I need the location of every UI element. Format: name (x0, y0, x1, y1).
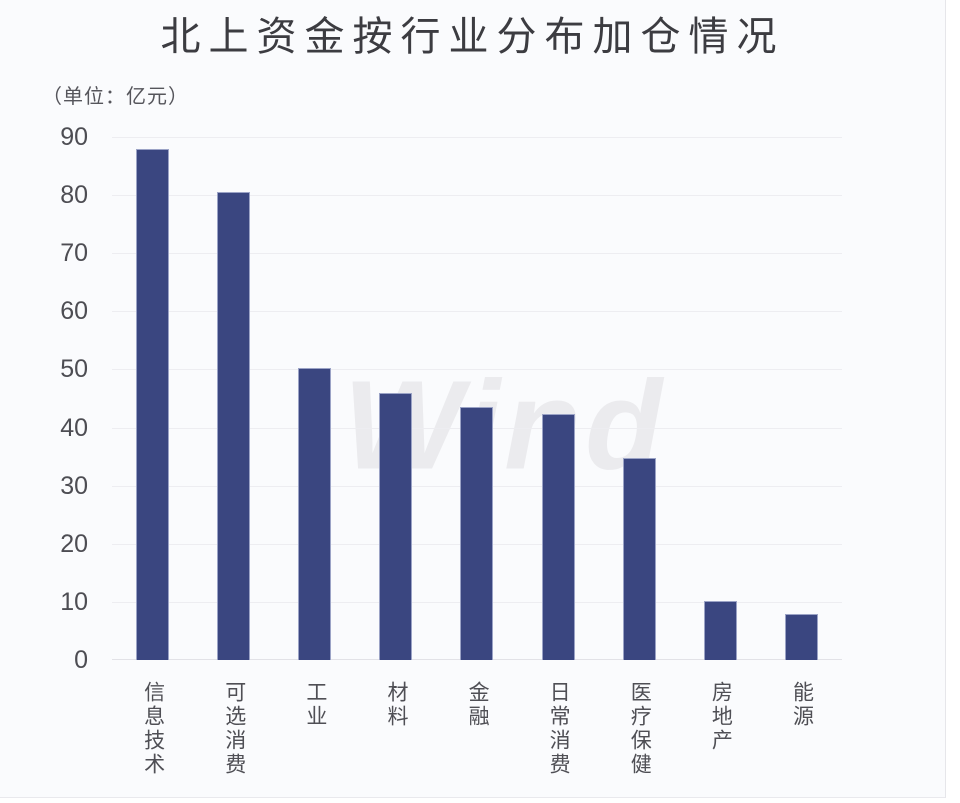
x-axis-category-label: 工业 (303, 681, 327, 729)
bar-日常消费[interactable] (541, 413, 575, 660)
x-axis-category-label: 房地产 (709, 681, 733, 753)
y-axis-tick-label: 90 (60, 123, 88, 151)
bar-slot (193, 137, 274, 660)
bar-金融[interactable] (460, 407, 494, 660)
bar-材料[interactable] (379, 392, 413, 660)
x-label-slot: 日常消费 (518, 681, 599, 777)
bar-医疗保健[interactable] (622, 458, 656, 660)
plot-area: Wind (112, 137, 842, 660)
bar-slot (436, 137, 517, 660)
x-axis: 信息技术 可选消费 工业 材料 金融 日常消费 医疗保健 房地产 能源 (112, 681, 842, 777)
bar-slot (355, 137, 436, 660)
x-label-slot: 可选消费 (193, 681, 274, 777)
bar-slot (599, 137, 680, 660)
gridline (112, 311, 842, 313)
x-axis-category-label: 能源 (790, 681, 814, 729)
bar-slot (274, 137, 355, 660)
y-axis-tick-label: 10 (60, 587, 88, 616)
bar-工业[interactable] (298, 367, 332, 660)
chart-panel: 北上资金按行业分布加仓情况 （单位：亿元） 0 10 20 30 40 50 60 70 80 9… (0, 0, 946, 798)
x-axis-category-label: 金融 (466, 681, 490, 729)
gridline (112, 137, 842, 138)
y-axis-tick-label: 0 (74, 646, 88, 674)
x-label-slot: 信息技术 (112, 681, 193, 777)
gridline (112, 195, 842, 197)
x-label-slot: 金融 (436, 681, 517, 777)
y-axis: 0 10 20 30 40 50 60 70 80 90 (0, 124, 88, 673)
y-axis-tick-label: 50 (60, 355, 88, 384)
bar-slot (518, 137, 599, 660)
x-axis-category-label: 可选消费 (222, 681, 246, 777)
unit-label: （单位：亿元） (42, 86, 189, 108)
x-label-slot: 房地产 (680, 681, 761, 777)
x-label-slot: 能源 (761, 681, 842, 777)
x-axis-category-label: 医疗保健 (628, 681, 652, 777)
gridline (112, 369, 842, 371)
y-axis-tick-label: 70 (60, 239, 88, 268)
bar-可选消费[interactable] (217, 192, 251, 660)
y-axis-tick-label: 60 (60, 297, 88, 326)
bar-房地产[interactable] (703, 600, 737, 660)
bar-slot (680, 137, 761, 660)
x-label-slot: 材料 (355, 681, 436, 777)
bar-slot (112, 137, 193, 660)
gridline (112, 253, 842, 255)
x-label-slot: 医疗保健 (599, 681, 680, 777)
y-axis-tick-label: 30 (60, 471, 88, 500)
bar-信息技术[interactable] (136, 148, 170, 660)
bar-slot (761, 137, 842, 660)
chart-title: 北上资金按行业分布加仓情况 (160, 15, 785, 59)
right-gutter (947, 0, 960, 803)
x-axis-category-label: 信息技术 (141, 681, 165, 777)
bar-能源[interactable] (784, 613, 818, 660)
y-axis-tick-label: 80 (60, 181, 88, 210)
x-axis-category-label: 材料 (384, 681, 408, 729)
y-axis-tick-label: 40 (60, 413, 88, 442)
x-label-slot: 工业 (274, 681, 355, 777)
bars-layer (112, 137, 842, 660)
x-axis-category-label: 日常消费 (547, 681, 571, 777)
y-axis-tick-label: 20 (60, 529, 88, 558)
